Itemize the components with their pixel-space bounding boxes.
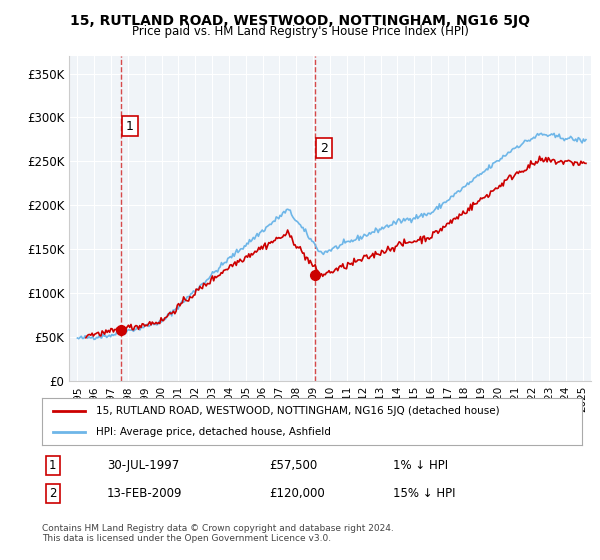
Text: Price paid vs. HM Land Registry's House Price Index (HPI): Price paid vs. HM Land Registry's House … bbox=[131, 25, 469, 38]
Text: 15, RUTLAND ROAD, WESTWOOD, NOTTINGHAM, NG16 5JQ (detached house): 15, RUTLAND ROAD, WESTWOOD, NOTTINGHAM, … bbox=[96, 406, 500, 416]
Text: 30-JUL-1997: 30-JUL-1997 bbox=[107, 459, 179, 472]
Text: £57,500: £57,500 bbox=[269, 459, 317, 472]
Text: £120,000: £120,000 bbox=[269, 487, 325, 500]
Text: 2: 2 bbox=[320, 142, 328, 155]
Text: HPI: Average price, detached house, Ashfield: HPI: Average price, detached house, Ashf… bbox=[96, 427, 331, 437]
Text: 1% ↓ HPI: 1% ↓ HPI bbox=[393, 459, 448, 472]
Text: 13-FEB-2009: 13-FEB-2009 bbox=[107, 487, 182, 500]
Text: 15, RUTLAND ROAD, WESTWOOD, NOTTINGHAM, NG16 5JQ: 15, RUTLAND ROAD, WESTWOOD, NOTTINGHAM, … bbox=[70, 14, 530, 28]
Text: 1: 1 bbox=[49, 459, 56, 472]
Text: 1: 1 bbox=[126, 120, 134, 133]
Text: 2: 2 bbox=[49, 487, 56, 500]
Text: Contains HM Land Registry data © Crown copyright and database right 2024.
This d: Contains HM Land Registry data © Crown c… bbox=[42, 524, 394, 543]
Text: 15% ↓ HPI: 15% ↓ HPI bbox=[393, 487, 455, 500]
